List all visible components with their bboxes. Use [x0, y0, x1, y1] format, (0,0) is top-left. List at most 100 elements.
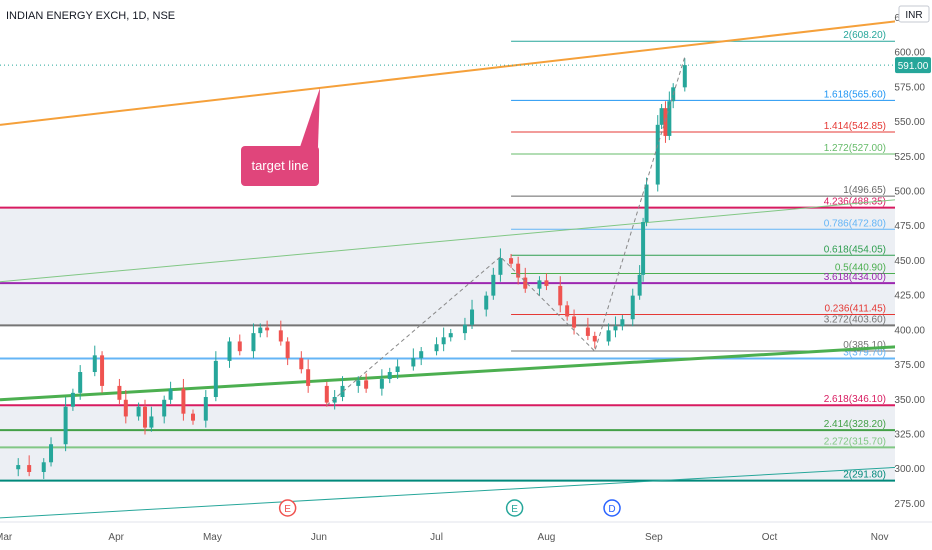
- time-axis[interactable]: Mar Apr May Jun Jul Aug Sep Oct Nov: [0, 532, 889, 543]
- y-tick-label: 450.00: [894, 256, 925, 267]
- candle-body: [537, 280, 542, 289]
- event-marker-label: D: [608, 504, 615, 515]
- x-tick-label: Sep: [645, 532, 663, 543]
- fib-level-label: 2(291.80): [843, 470, 886, 481]
- chart-title: INDIAN ENERGY EXCH, 1D, NSE: [6, 10, 175, 22]
- y-tick-label: 400.00: [894, 325, 925, 336]
- event-marker-label: E: [511, 504, 518, 515]
- price-badge: 591.00: [895, 57, 931, 74]
- candle-body: [434, 344, 439, 352]
- candle-body: [181, 388, 186, 414]
- candle-body: [655, 124, 660, 185]
- price-axis[interactable]: 275.00 300.00 325.00 350.00 375.00 400.00 425.…: [894, 13, 925, 510]
- candle-body: [117, 385, 122, 400]
- candlestick-series: [16, 58, 687, 479]
- candle-body: [123, 399, 128, 417]
- candle-body: [620, 319, 625, 327]
- trend-lines[interactable]: [0, 11, 932, 519]
- candle-body: [149, 416, 154, 428]
- candle-body: [491, 274, 496, 296]
- candle-body: [659, 108, 664, 125]
- candle-body: [558, 285, 563, 306]
- candle-body: [191, 413, 195, 421]
- fib-level-label: 0.5(440.90): [835, 263, 886, 274]
- candle-body: [509, 258, 514, 264]
- candle-body: [27, 465, 32, 473]
- candle-body: [613, 326, 618, 331]
- candle-body: [278, 330, 283, 342]
- trend-line[interactable]: [0, 341, 932, 402]
- wave-path: [326, 56, 686, 406]
- fib-level-label: 3.272(403.60): [824, 314, 886, 325]
- candle-body: [572, 316, 577, 328]
- x-tick-label: May: [203, 532, 222, 543]
- y-tick-label: 550.00: [894, 117, 925, 128]
- trend-line[interactable]: [0, 191, 932, 283]
- candle-body: [306, 369, 311, 386]
- level-zone: [0, 207, 895, 326]
- candle-body: [544, 280, 549, 286]
- trend-line[interactable]: [0, 11, 932, 126]
- candle-body: [227, 341, 232, 361]
- candle-body: [565, 305, 570, 317]
- candle-body: [285, 341, 290, 359]
- fib-level-label: 1.272(527.00): [824, 143, 886, 154]
- candle-body: [667, 101, 672, 136]
- fib-level-label: 2.272(315.70): [824, 436, 886, 447]
- y-tick-label: 575.00: [894, 82, 925, 93]
- candle-body: [484, 295, 489, 310]
- candle-body: [100, 355, 105, 386]
- fib-level-label: 0.236(411.45): [824, 303, 886, 314]
- y-tick-label: 475.00: [894, 221, 925, 232]
- fib-level-label: 3.618(434.00): [824, 272, 886, 283]
- y-tick-label: 500.00: [894, 186, 925, 197]
- y-tick-label: 275.00: [894, 499, 925, 510]
- candle-body: [516, 263, 521, 278]
- candle-body: [682, 65, 687, 88]
- candle-body: [663, 108, 668, 136]
- x-tick-label: Apr: [108, 532, 124, 543]
- candle-body: [644, 184, 649, 223]
- fib-level-label: 4.236(488.35): [824, 197, 886, 208]
- candle-body: [340, 385, 345, 398]
- fib-level-label: 2.618(346.10): [824, 394, 886, 405]
- event-marker[interactable]: [278, 499, 297, 517]
- candle-body: [162, 399, 167, 417]
- fib-level-label: 0(385.10): [843, 340, 886, 351]
- event-marker[interactable]: [505, 499, 524, 517]
- candle-body: [213, 360, 218, 398]
- y-axis-background: [895, 0, 932, 522]
- target-annotation[interactable]: target line: [241, 87, 320, 186]
- candle-body: [258, 327, 263, 334]
- event-marker[interactable]: [603, 499, 621, 517]
- fib-level-label: 2.414(328.20): [824, 419, 886, 430]
- fibonacci-levels[interactable]: 2(608.20) 1.618(565.60) 1.414(542.85) 1.272…: [0, 30, 895, 482]
- candle-body: [143, 406, 147, 428]
- candle-body: [641, 222, 646, 275]
- y-tick-label: 325.00: [894, 430, 925, 441]
- candle-body: [379, 378, 384, 389]
- event-marker-label: E: [284, 504, 291, 515]
- currency-box: [898, 5, 930, 23]
- candle-body: [203, 397, 208, 421]
- candle-body: [448, 333, 453, 338]
- x-axis-background: [0, 522, 932, 550]
- candle-body: [387, 372, 392, 379]
- candle-body: [70, 392, 75, 407]
- candle-body: [251, 333, 256, 352]
- candle-body: [299, 358, 304, 370]
- candle-body: [16, 465, 21, 470]
- x-tick-label: Nov: [871, 532, 889, 543]
- x-tick-label: Mar: [0, 532, 13, 543]
- candle-body: [441, 337, 446, 345]
- currency-label[interactable]: INR: [898, 5, 930, 23]
- candle-body: [523, 277, 528, 289]
- candle-body: [237, 341, 242, 352]
- candle-body: [92, 355, 97, 373]
- trend-line[interactable]: [0, 462, 932, 519]
- y-tick-label: 525.00: [894, 152, 925, 163]
- annotation-text: target line: [251, 158, 308, 173]
- x-tick-label: Jun: [311, 532, 327, 543]
